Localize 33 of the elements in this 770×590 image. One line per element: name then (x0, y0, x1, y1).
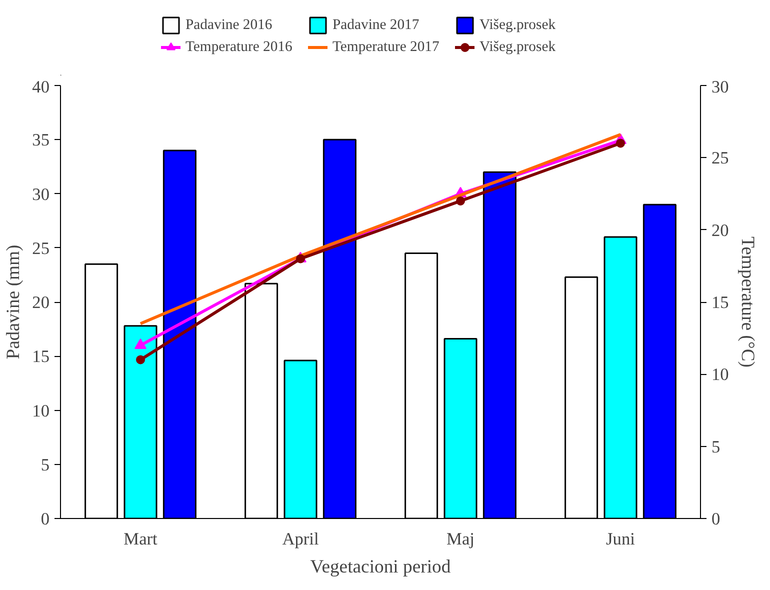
x-tick-label: April (282, 530, 319, 548)
y-tick-label: 5 (40, 455, 50, 474)
legend-label: Padavine 2017 (332, 16, 420, 34)
legend-label: Temperature 2017 (332, 38, 440, 56)
point (136, 355, 145, 364)
y2-tick-label: 30 (712, 78, 729, 96)
y2-tick-label: 25 (712, 148, 729, 168)
y-tick-label: 10 (32, 401, 50, 420)
legend-label: Višeg.prosek (480, 16, 557, 34)
point (296, 254, 305, 264)
y2-tick-label: 15 (712, 293, 729, 312)
y-tick-label: 40 (32, 78, 50, 96)
y2-tick-label: 20 (712, 220, 729, 240)
y2-axis-title: Temperature (°C) (736, 236, 758, 368)
y2-tick-label: 10 (712, 365, 729, 384)
x-tick-label: Maj (446, 530, 474, 548)
legend-label: Temperature 2016 (186, 38, 294, 56)
y2-tick-label: 0 (712, 510, 720, 528)
y-tick-label: 25 (32, 238, 50, 258)
y-axis-title: Padavine (mm) (3, 244, 24, 360)
y2-tick-label: 5 (712, 437, 720, 456)
y-tick-label: 35 (32, 130, 50, 150)
y-tick-label: 20 (32, 293, 50, 312)
x-axis-title: Vegetacioni period (310, 556, 452, 578)
y-tick-label: 15 (32, 347, 50, 366)
point (456, 196, 465, 206)
legend-label: Višeg.prosek (480, 38, 557, 56)
legend-label: Padavine 2016 (186, 16, 274, 34)
x-tick-label: Mart (124, 530, 158, 548)
point (616, 138, 625, 148)
x-tick-label: Juni (606, 530, 636, 548)
y-tick-label: 30 (32, 184, 50, 204)
y-tick-label: 0 (40, 510, 50, 528)
